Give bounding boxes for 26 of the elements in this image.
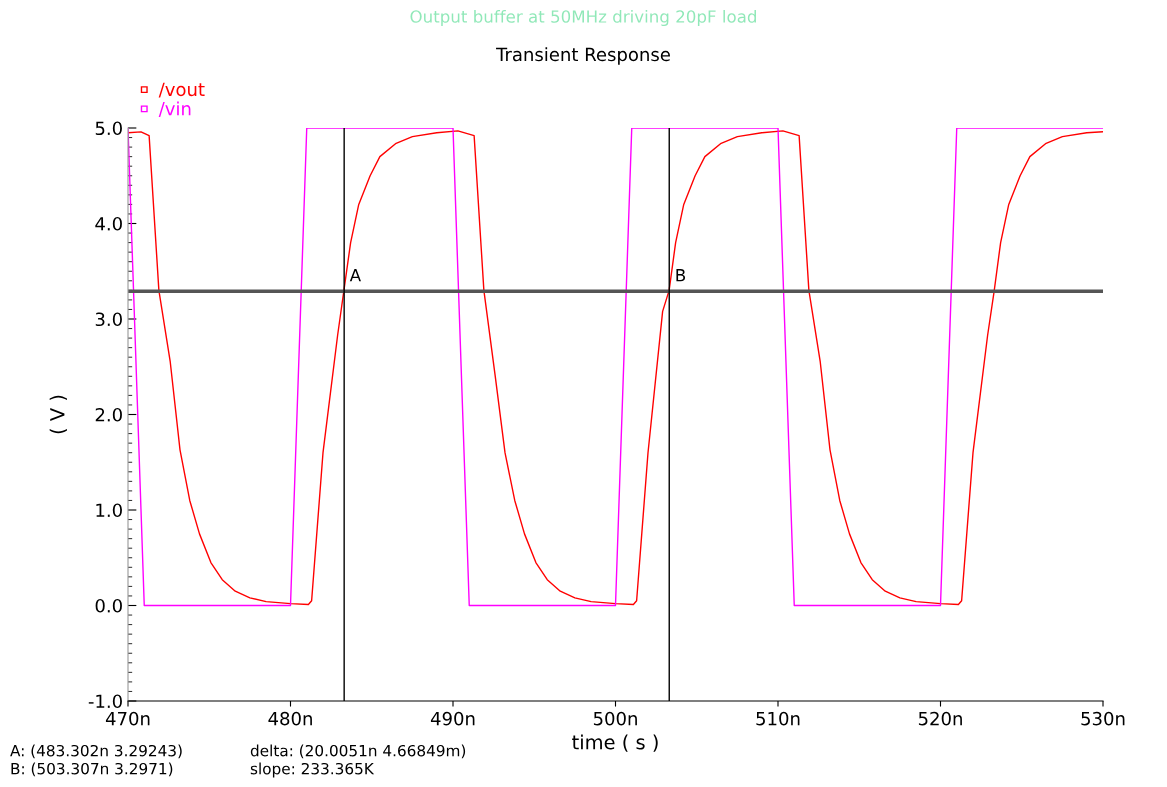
x-axis-title: time ( s ) [572, 734, 658, 752]
y-tick-label: 2.0 [95, 407, 122, 422]
x-tick-label: 510n [756, 711, 800, 726]
y-tick-label: -1.0 [88, 694, 122, 709]
y-tick-label: 1.0 [96, 503, 122, 518]
y-tick-label: 0.0 [95, 598, 122, 613]
chart-subtitle: Transient Response [496, 47, 670, 65]
x-tick-label: 470n [105, 711, 150, 726]
x-tick-label: 500n [593, 711, 637, 726]
y-tick-label: 5.0 [95, 121, 122, 136]
x-tick-label: 520n [918, 711, 962, 726]
text: B: (503.307n 3.2971) [11, 762, 173, 777]
x-tick-label: 530n [1081, 711, 1125, 726]
y-axis-title: ( V ) [49, 395, 67, 434]
x-tick-label: 490n [430, 711, 475, 726]
y-tick-label: 4.0 [95, 216, 122, 231]
text: delta: (20.0051n 4.66849m) [250, 744, 466, 759]
legend-label: /vin [158, 101, 191, 117]
text: A: (483.302n 3.29243) [10, 744, 182, 759]
x-tick-label: 480n [268, 711, 312, 726]
text: slope: 233.365K [250, 762, 375, 778]
ref-line-label: B [676, 269, 686, 282]
legend-label: /vout [158, 82, 205, 98]
y-tick-label: 3.0 [95, 312, 122, 327]
chart-title: Output buffer at 50MHz driving 20pF load [410, 9, 756, 27]
ref-line-label: A [349, 269, 361, 282]
